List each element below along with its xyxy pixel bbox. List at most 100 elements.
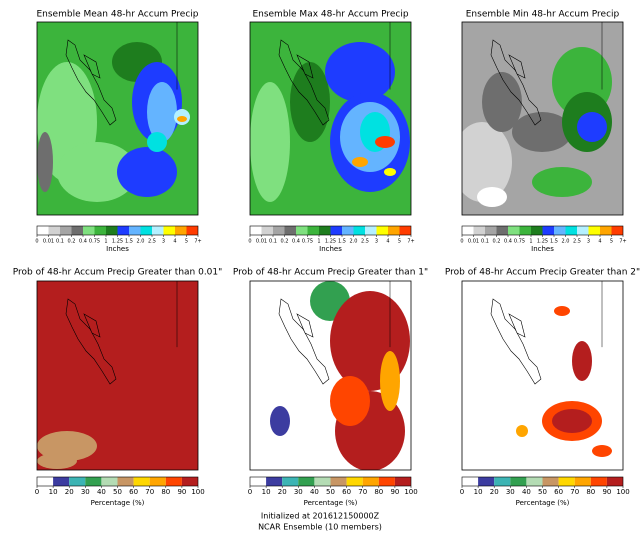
- colorbar-tick-label: 60: [129, 488, 138, 496]
- colorbar-swatch: [542, 226, 554, 235]
- colorbar-swatch: [478, 477, 495, 486]
- map-frame: [249, 21, 412, 216]
- precip-area: [592, 445, 612, 457]
- colorbar-swatch: [531, 226, 543, 235]
- colorbar-swatch: [117, 477, 134, 486]
- colorbar-tick-label: 1.25: [537, 239, 548, 245]
- colorbar-swatch: [510, 477, 527, 486]
- colorbar-swatch: [365, 226, 377, 235]
- colorbar-tick-label: 0.2: [493, 239, 501, 245]
- colorbar-tick-label: 20: [490, 488, 499, 496]
- colorbar-tick-label: 50: [326, 488, 335, 496]
- colorbar-tick-label: 0: [248, 488, 252, 496]
- colorbar-swatch: [250, 226, 262, 235]
- colorbar-swatch: [314, 477, 331, 486]
- precip-area: [270, 406, 290, 436]
- map-frame: [461, 21, 624, 216]
- colorbar-swatch: [60, 226, 72, 235]
- colorbar-tick-label: 3: [375, 239, 378, 245]
- colorbar-tick-label: 0.2: [281, 239, 289, 245]
- precip-area: [330, 376, 370, 426]
- coastline: [278, 39, 330, 126]
- colorbar-label: Inches: [319, 245, 342, 253]
- colorbar-swatch: [284, 226, 296, 235]
- map: [461, 21, 624, 216]
- colorbar-tick-label: 1: [104, 239, 107, 245]
- colorbar-label: Inches: [106, 245, 129, 253]
- colorbar-tick-label: 7+: [619, 239, 626, 245]
- colorbar-swatch: [342, 226, 354, 235]
- colorbar-swatch: [606, 477, 623, 486]
- colorbar-tick-label: 2.0: [350, 239, 358, 245]
- map-fill: [250, 22, 411, 215]
- colorbar-tick-label: 70: [570, 488, 579, 496]
- colorbar-swatch: [330, 477, 347, 486]
- panel-title: Prob of 48-hr Accum Precip Greater than …: [233, 268, 428, 278]
- precip-area: [290, 62, 330, 142]
- colorbar-tick-label: 80: [161, 488, 170, 496]
- colorbar-tick-label: 5: [398, 239, 401, 245]
- colorbar-tick-label: 0: [35, 239, 38, 245]
- map-fill: [462, 22, 623, 215]
- precip-area: [352, 157, 368, 167]
- colorbar-tick-label: 40: [522, 488, 531, 496]
- coastline: [490, 39, 542, 126]
- map-fill: [37, 22, 198, 215]
- colorbar-tick-label: 4: [386, 239, 389, 245]
- colorbar-swatch: [473, 226, 485, 235]
- coastline: [65, 298, 117, 385]
- colorbar-tick-label: 80: [586, 488, 595, 496]
- colorbar-tick-label: 10: [262, 488, 271, 496]
- colorbar-swatch: [94, 226, 106, 235]
- colorbar-swatch: [250, 477, 267, 486]
- colorbar-tick-label: 2.5: [148, 239, 156, 245]
- colorbar-tick-label: 2.0: [562, 239, 570, 245]
- coastline: [490, 298, 542, 385]
- colorbar-swatch: [462, 477, 479, 486]
- map: [36, 21, 199, 216]
- colorbar-tick-label: 2.0: [137, 239, 145, 245]
- colorbar-tick-label: 60: [554, 488, 563, 496]
- colorbar-tick-label: 30: [81, 488, 90, 496]
- map-fill: [462, 281, 623, 470]
- colorbar-tick-label: 100: [191, 488, 204, 496]
- map-frame: [36, 21, 199, 216]
- colorbar-tick-label: 20: [65, 488, 74, 496]
- precip-area: [37, 453, 77, 469]
- colorbar-tick-label: 40: [310, 488, 319, 496]
- colorbar-tick-label: 40: [97, 488, 106, 496]
- colorbar-swatch: [554, 226, 566, 235]
- panel-title: Prob of 48-hr Accum Precip Greater than …: [445, 268, 640, 278]
- colorbar-swatch: [558, 477, 575, 486]
- precip-area: [552, 409, 592, 433]
- colorbar-swatch: [462, 226, 474, 235]
- colorbar-tick-label: 0.75: [514, 239, 525, 245]
- precip-area: [325, 42, 395, 102]
- panel-title: Ensemble Min 48-hr Accum Precip: [466, 10, 620, 20]
- colorbar-tick-label: 10: [474, 488, 483, 496]
- precip-area: [384, 168, 396, 176]
- colorbar-label: Inches: [531, 245, 554, 253]
- colorbar-swatch: [588, 226, 600, 235]
- colorbar-tick-label: 50: [538, 488, 547, 496]
- colorbar-swatch: [48, 226, 60, 235]
- colorbar-tick-label: 2.5: [573, 239, 581, 245]
- panel-title: Ensemble Mean 48-hr Accum Precip: [36, 10, 198, 20]
- colorbar-tick-label: 1: [317, 239, 320, 245]
- precip-area: [482, 72, 522, 132]
- precip-area: [117, 147, 177, 197]
- colorbar-swatch: [101, 477, 118, 486]
- precip-area: [554, 306, 570, 316]
- colorbar-tick-label: 3: [587, 239, 590, 245]
- colorbar-swatch: [165, 477, 182, 486]
- colorbar-swatch: [85, 477, 102, 486]
- colorbar-swatch: [307, 226, 319, 235]
- colorbar-swatch: [261, 226, 273, 235]
- colorbar-tick-label: 80: [374, 488, 383, 496]
- colorbar-label: Percentage (%): [304, 499, 358, 507]
- colorbar-tick-label: 90: [602, 488, 611, 496]
- colorbar-tick-label: 4: [598, 239, 601, 245]
- colorbar-swatch: [273, 226, 285, 235]
- colorbar-swatch: [53, 477, 70, 486]
